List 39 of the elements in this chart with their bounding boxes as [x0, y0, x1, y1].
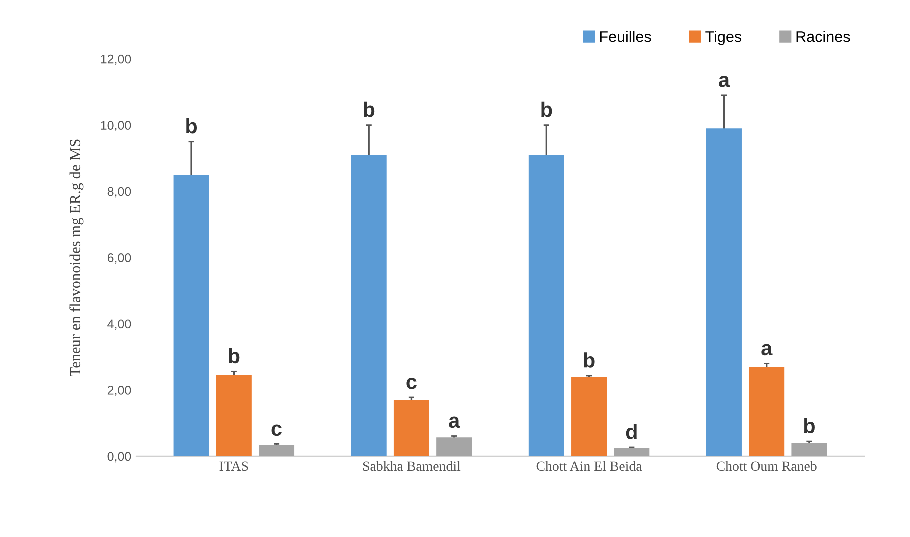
y-tick-label: 0,00	[108, 452, 132, 463]
y-tick-label: 10,00	[101, 121, 132, 132]
data-label: c	[406, 378, 417, 390]
y-tick-label: 6,00	[108, 254, 132, 264]
x-tick-label: ITAS	[220, 462, 248, 472]
bar	[792, 443, 828, 456]
y-tick-label: 8,00	[108, 187, 132, 198]
bar	[436, 438, 472, 456]
legend-label: Feuilles	[600, 31, 652, 42]
data-label: c	[272, 424, 282, 436]
data-label: a	[719, 76, 730, 88]
bar	[706, 128, 742, 456]
data-label: d	[626, 424, 637, 440]
data-label: a	[762, 344, 773, 356]
data-label: b	[186, 118, 198, 134]
legend-label: Racines	[796, 31, 850, 42]
data-label: a	[449, 416, 460, 428]
y-axis-title: Teneur en flavonoides mg ER.g de MS	[70, 140, 84, 376]
data-label: b	[364, 102, 375, 118]
legend-label: Tiges	[706, 31, 742, 46]
bar	[351, 155, 387, 456]
data-label: b	[229, 348, 240, 364]
x-tick-label: Sabkha Bamendil	[363, 461, 461, 472]
data-label: b	[542, 102, 552, 118]
data-label: b	[584, 352, 595, 368]
bar	[572, 377, 608, 456]
data-label: b	[804, 418, 815, 434]
y-tick-label: 12,00	[101, 54, 132, 66]
bar	[749, 367, 785, 456]
x-tick-label: Chott Ain El Beida	[536, 461, 642, 472]
bar	[614, 448, 650, 456]
bar	[174, 174, 210, 456]
y-tick-label: 4,00	[108, 320, 132, 330]
y-tick-label: 2,00	[108, 386, 132, 396]
bar	[528, 155, 564, 456]
x-tick-label: Chott Oum Raneb	[716, 461, 817, 472]
bar	[216, 374, 252, 456]
bar	[394, 400, 430, 456]
bar	[259, 445, 295, 456]
